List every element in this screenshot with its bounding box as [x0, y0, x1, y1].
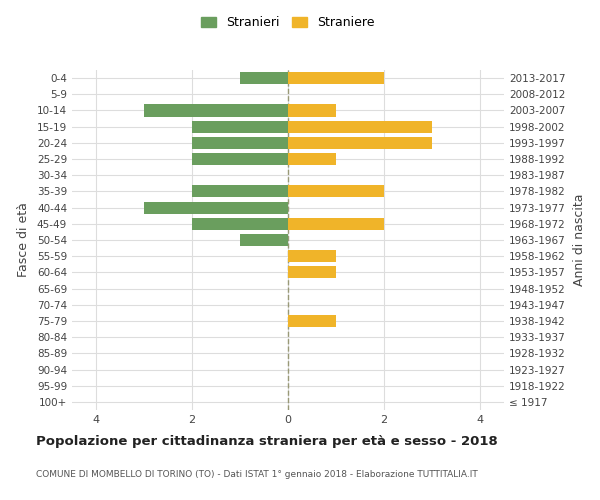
Bar	[192, 153, 288, 165]
Bar	[288, 250, 336, 262]
Bar	[288, 104, 336, 117]
Bar	[240, 72, 288, 84]
Legend: Stranieri, Straniere: Stranieri, Straniere	[196, 11, 380, 34]
Y-axis label: Fasce di età: Fasce di età	[17, 202, 30, 278]
Bar	[144, 104, 288, 117]
Text: COMUNE DI MOMBELLO DI TORINO (TO) - Dati ISTAT 1° gennaio 2018 - Elaborazione TU: COMUNE DI MOMBELLO DI TORINO (TO) - Dati…	[36, 470, 478, 479]
Bar	[192, 186, 288, 198]
Bar	[192, 218, 288, 230]
Bar	[288, 218, 384, 230]
Bar	[288, 266, 336, 278]
Text: Popolazione per cittadinanza straniera per età e sesso - 2018: Popolazione per cittadinanza straniera p…	[36, 435, 498, 448]
Bar	[192, 137, 288, 149]
Bar	[288, 186, 384, 198]
Y-axis label: Anni di nascita: Anni di nascita	[572, 194, 586, 286]
Bar	[192, 120, 288, 132]
Bar	[288, 137, 432, 149]
Bar	[288, 72, 384, 84]
Bar	[288, 315, 336, 327]
Bar	[288, 120, 432, 132]
Bar	[144, 202, 288, 213]
Bar	[240, 234, 288, 246]
Bar	[288, 153, 336, 165]
